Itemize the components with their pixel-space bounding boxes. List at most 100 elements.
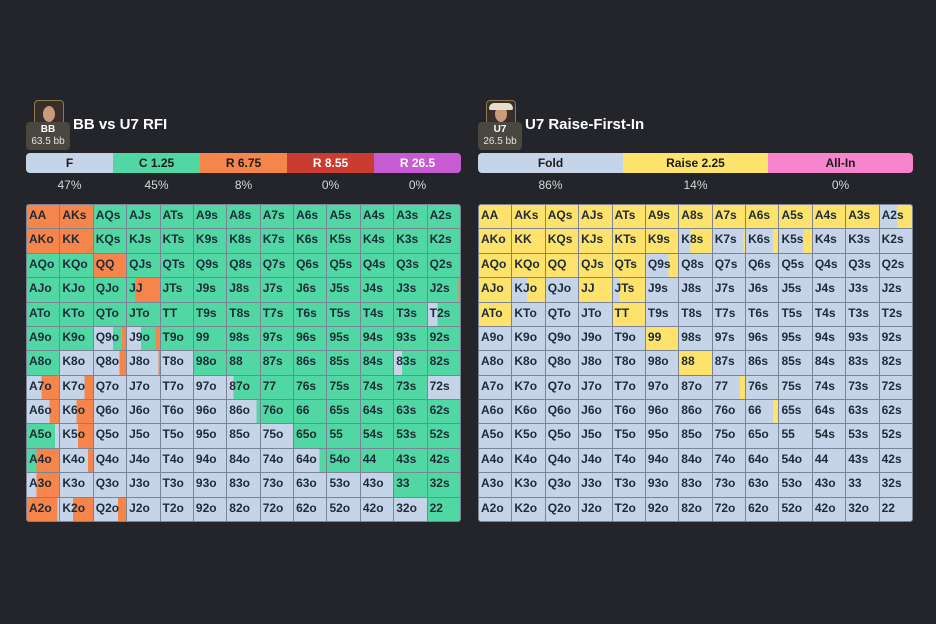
hand-cell[interactable]: K8o	[60, 351, 93, 375]
hand-cell[interactable]: 83s	[394, 351, 427, 375]
hand-cell[interactable]: 84s	[812, 351, 846, 375]
hand-cell[interactable]: 63o	[294, 473, 327, 497]
action-button[interactable]: C 1.25	[113, 153, 200, 173]
hand-cell[interactable]: Q6o	[93, 400, 127, 424]
hand-cell[interactable]: T6s	[294, 302, 327, 326]
hand-cell[interactable]: 65s	[779, 400, 812, 424]
hand-cell[interactable]: 85s	[779, 351, 812, 375]
hand-cell[interactable]: K3s	[394, 229, 427, 253]
hand-cell[interactable]: A8s	[679, 205, 712, 229]
hand-cell[interactable]: 44	[360, 448, 394, 473]
hand-cell[interactable]: J7o	[127, 375, 160, 400]
hand-cell[interactable]: 76o	[712, 400, 746, 424]
hand-cell[interactable]: 73s	[394, 375, 427, 400]
hand-cell[interactable]: 92s	[879, 326, 912, 351]
hand-cell[interactable]: K6o	[60, 400, 93, 424]
hand-cell[interactable]: QTs	[160, 253, 193, 278]
hand-cell[interactable]: J6o	[127, 400, 160, 424]
hand-cell[interactable]: Q9s	[193, 253, 227, 278]
hand-cell[interactable]: 62o	[294, 497, 327, 521]
hand-cell[interactable]: A2s	[879, 205, 912, 229]
hand-cell[interactable]: 86s	[746, 351, 779, 375]
hand-cell[interactable]: K7s	[712, 229, 746, 253]
action-button[interactable]: R 26.5	[374, 153, 461, 173]
hand-cell[interactable]: AQo	[27, 253, 60, 278]
hand-cell[interactable]: KJo	[512, 278, 545, 302]
hand-cell[interactable]: 94s	[812, 326, 846, 351]
hand-cell[interactable]: 43o	[812, 473, 846, 497]
hand-cell[interactable]: 98s	[679, 326, 712, 351]
hand-cell[interactable]: J4s	[360, 278, 394, 302]
hand-cell[interactable]: QTo	[93, 302, 127, 326]
hand-cell[interactable]: T5o	[612, 424, 645, 448]
hand-cell[interactable]: 86o	[227, 400, 260, 424]
hand-cell[interactable]: A3s	[394, 205, 427, 229]
hand-cell[interactable]: T7s	[712, 302, 746, 326]
hand-cell[interactable]: A8o	[27, 351, 60, 375]
hand-cell[interactable]: K2s	[427, 229, 460, 253]
hand-cell[interactable]: 52s	[879, 424, 912, 448]
hand-cell[interactable]: 96s	[294, 326, 327, 351]
hand-cell[interactable]: KQo	[60, 253, 93, 278]
hand-cell[interactable]: 85o	[227, 424, 260, 448]
hand-cell[interactable]: 73o	[712, 473, 746, 497]
hand-cell[interactable]: A6s	[294, 205, 327, 229]
hand-cell[interactable]: 95s	[327, 326, 360, 351]
hand-cell[interactable]: J9o	[127, 326, 160, 351]
hand-cell[interactable]: A2o	[27, 497, 60, 521]
hand-cell[interactable]: A9o	[27, 326, 60, 351]
hand-cell[interactable]: A3o	[27, 473, 60, 497]
hand-cell[interactable]: A4s	[812, 205, 846, 229]
hand-cell[interactable]: T8o	[612, 351, 645, 375]
hand-cell[interactable]: K2o	[512, 497, 545, 521]
hand-cell[interactable]: A8o	[479, 351, 512, 375]
hand-cell[interactable]: T8s	[679, 302, 712, 326]
hand-cell[interactable]: T3o	[160, 473, 193, 497]
hand-cell[interactable]: 82s	[879, 351, 912, 375]
hand-cell[interactable]: K6s	[294, 229, 327, 253]
hand-cell[interactable]: 52o	[779, 497, 812, 521]
hand-cell[interactable]: 42s	[879, 448, 912, 473]
action-button[interactable]: R 6.75	[200, 153, 287, 173]
hand-cell[interactable]: 86s	[294, 351, 327, 375]
hand-cell[interactable]: 98o	[645, 351, 679, 375]
hand-cell[interactable]: Q5s	[779, 253, 812, 278]
hand-cell[interactable]: T9s	[645, 302, 679, 326]
hand-cell[interactable]: 72s	[427, 375, 460, 400]
hand-cell[interactable]: K3s	[846, 229, 879, 253]
action-button[interactable]: Raise 2.25	[623, 153, 768, 173]
hand-cell[interactable]: J2s	[427, 278, 460, 302]
hand-cell[interactable]: AJs	[579, 205, 612, 229]
hand-cell[interactable]: J4s	[812, 278, 846, 302]
hand-cell[interactable]: A5o	[479, 424, 512, 448]
hand-cell[interactable]: Q3s	[846, 253, 879, 278]
hand-cell[interactable]: J8o	[127, 351, 160, 375]
hand-cell[interactable]: 99	[193, 326, 227, 351]
hand-cell[interactable]: Q5o	[93, 424, 127, 448]
hand-cell[interactable]: T2o	[160, 497, 193, 521]
hand-cell[interactable]: J4o	[579, 448, 612, 473]
hand-cell[interactable]: K8o	[512, 351, 545, 375]
hand-cell[interactable]: K9s	[193, 229, 227, 253]
hand-cell[interactable]: KTs	[612, 229, 645, 253]
hand-cell[interactable]: JTo	[579, 302, 612, 326]
hand-cell[interactable]: KTo	[60, 302, 93, 326]
hand-cell[interactable]: AA	[479, 205, 512, 229]
hand-cell[interactable]: 22	[879, 497, 912, 521]
hand-cell[interactable]: 94o	[645, 448, 679, 473]
hand-cell[interactable]: 85o	[679, 424, 712, 448]
hand-cell[interactable]: TT	[160, 302, 193, 326]
hand-cell[interactable]: QJo	[93, 278, 127, 302]
hand-cell[interactable]: Q7s	[712, 253, 746, 278]
action-button[interactable]: All-In	[768, 153, 913, 173]
hand-cell[interactable]: 63s	[846, 400, 879, 424]
hand-cell[interactable]: K6o	[512, 400, 545, 424]
hand-cell[interactable]: K2o	[60, 497, 93, 521]
hand-cell[interactable]: A2s	[427, 205, 460, 229]
hand-cell[interactable]: 43s	[846, 448, 879, 473]
hand-cell[interactable]: J7s	[712, 278, 746, 302]
hand-cell[interactable]: 22	[427, 497, 460, 521]
hand-cell[interactable]: 53o	[779, 473, 812, 497]
hand-cell[interactable]: A9o	[479, 326, 512, 351]
hand-cell[interactable]: Q4s	[812, 253, 846, 278]
